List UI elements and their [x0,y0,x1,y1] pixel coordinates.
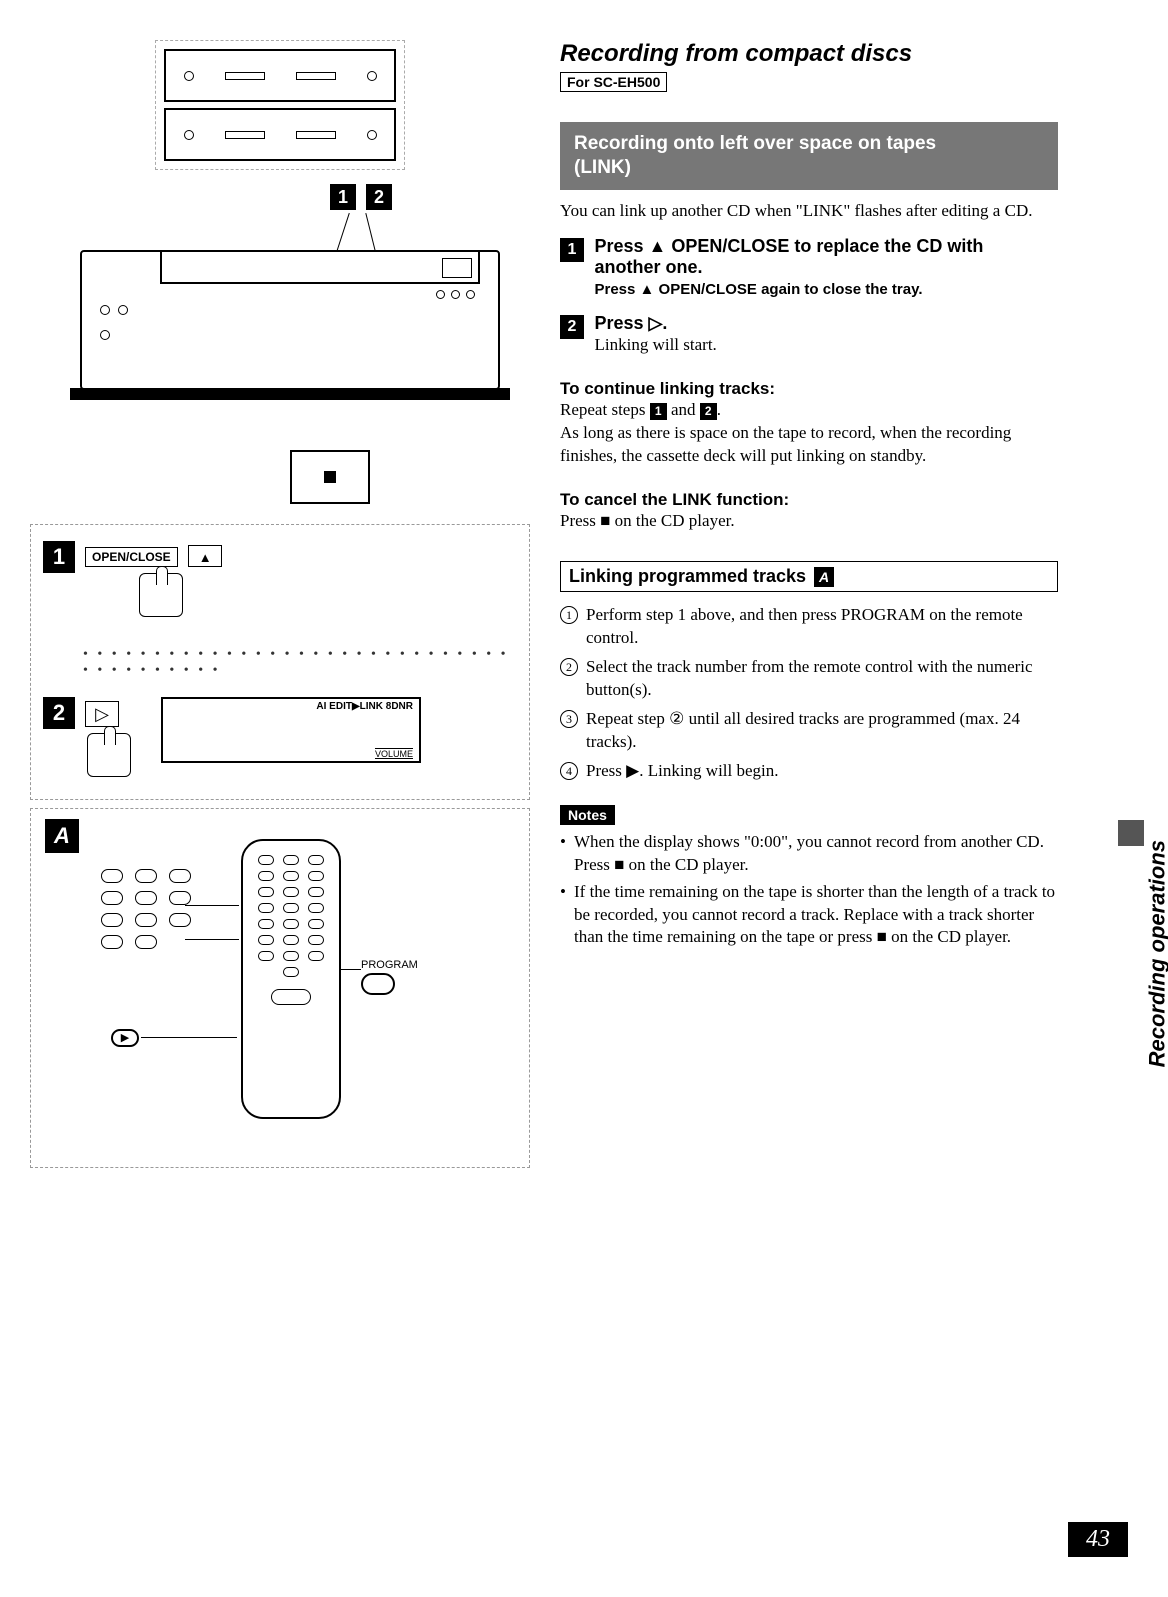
step-badge-1: 1 [43,541,75,573]
instruction-1: 1 Press ▲ OPEN/CLOSE to replace the CD w… [560,236,1058,299]
model-box: For SC-EH500 [560,72,667,92]
notes-badge: Notes [560,805,615,825]
panel-letter-a: A [45,819,79,853]
display-illustration: AI EDIT▶LINK 8DNR VOLUME [161,697,421,763]
cd-numeric-buttons [101,869,193,949]
linking-tracks-list: 1Perform step 1 above, and then press PR… [560,604,1058,783]
page-number: 43 [1068,1522,1128,1557]
side-tab: Recording operations [1144,840,1168,1067]
callout-1: 1 [330,184,356,210]
remote-diagram: A ▶ P [30,808,530,1168]
continue-head: To continue linking tracks: [560,379,1058,399]
remote-control-illustration [241,839,341,1119]
cancel-body: Press ■ on the CD player. [560,510,1058,533]
continue-body: Repeat steps 1 and 2. As long as there i… [560,399,1058,468]
steps-diagram: 1 OPEN/CLOSE ▲ • • • • • • • • • • • • •… [30,524,530,800]
step-badge-2: 2 [43,697,75,729]
hand-icon [87,733,131,777]
callout-2: 2 [366,184,392,210]
page-title: Recording from compact discs [560,40,1058,68]
cd-player-illustration: 1 2 [30,190,530,460]
linking-tracks-header: Linking programmed tracks A [560,561,1058,592]
openclose-button-label: OPEN/CLOSE [85,547,178,567]
notes-list: When the display shows "0:00", you canno… [560,831,1058,950]
cancel-head: To cancel the LINK function: [560,490,1058,510]
hand-icon [139,573,183,617]
intro-text: You can link up another CD when "LINK" f… [560,200,1058,223]
stereo-thumbnail [155,40,405,170]
instruction-2: 2 Press ▷. Linking will start. [560,313,1058,357]
side-marker [1118,820,1144,846]
program-button-illustration: PROGRAM [361,959,418,995]
section-band: Recording onto left over space on tapes … [560,122,1058,190]
